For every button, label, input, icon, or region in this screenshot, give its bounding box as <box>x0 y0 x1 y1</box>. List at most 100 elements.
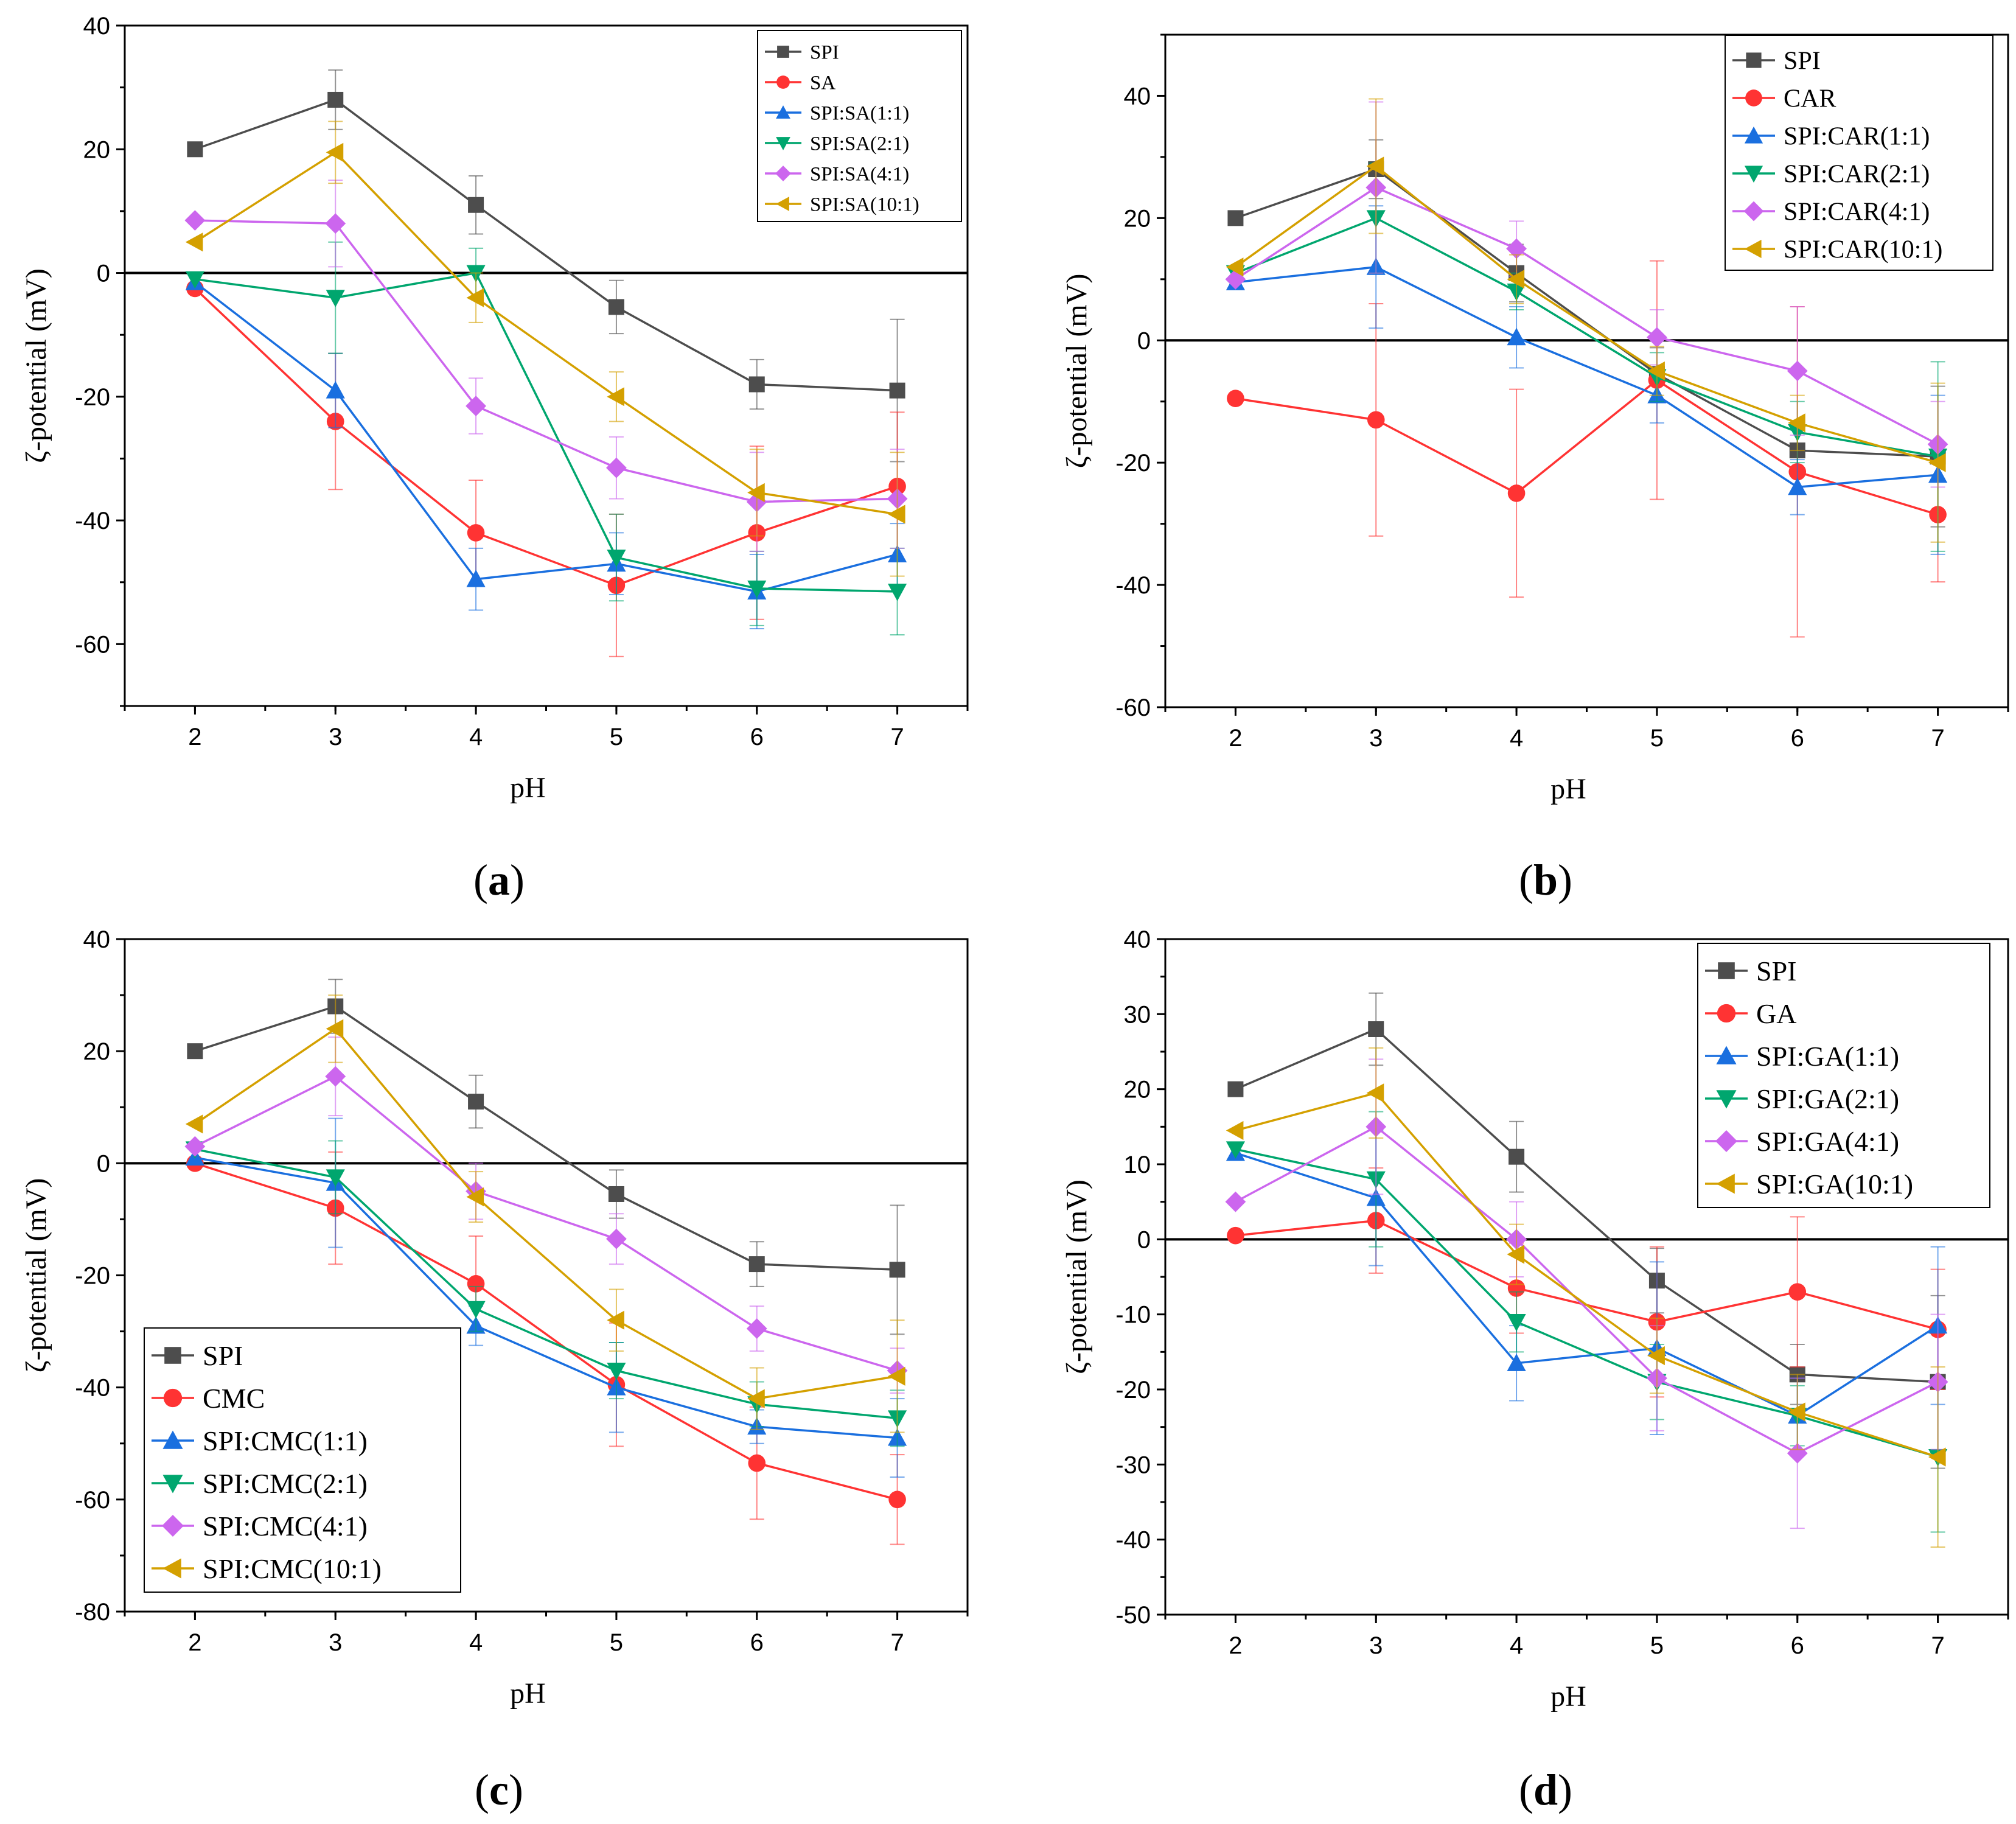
series-line <box>1235 217 1938 458</box>
legend-marker <box>1743 201 1764 222</box>
legend: SPI CMC SPI:CMC(1:1) SPI:CMC(2:1) SPI:CMC(4:… <box>144 1327 461 1593</box>
legend-marker <box>777 46 789 58</box>
data-point <box>1227 1081 1244 1097</box>
legend-label: SA <box>810 72 835 94</box>
data-point <box>606 457 627 478</box>
series-line <box>1235 379 1939 516</box>
y-tick-label: 40 <box>83 13 111 40</box>
legend-marker <box>162 1515 184 1537</box>
y-tick-label: -50 <box>1115 1602 1151 1629</box>
data-point <box>467 1275 485 1293</box>
legend-marker <box>775 166 791 181</box>
x-tick-label: 2 <box>188 1629 201 1656</box>
legend-label: SPI:GA(10:1) <box>1756 1169 1913 1200</box>
y-axis-title: ζ-potential (mV) <box>20 1178 52 1373</box>
series-line <box>1235 265 1938 489</box>
y-tick-label: -30 <box>1115 1452 1151 1478</box>
data-point <box>606 1228 627 1249</box>
data-point <box>1507 484 1526 502</box>
data-point <box>748 1454 766 1472</box>
y-tick-label: 20 <box>1124 1077 1151 1103</box>
legend-label: SPI:SA(10:1) <box>810 194 919 216</box>
x-axis-title: pH <box>1550 1680 1586 1713</box>
legend-label: SPI:SA(1:1) <box>810 103 909 125</box>
x-tick-label: 7 <box>890 724 904 750</box>
legend: SPI GA SPI:GA(1:1) SPI:GA(2:1) SPI:GA(4:1) SP… <box>1697 943 1990 1208</box>
legend: SPI SA SPI:SA(1:1) SPI:SA(2:1) SPI:SA(4:1) SP… <box>757 30 962 222</box>
data-point <box>1507 270 1525 289</box>
series-line <box>194 1162 898 1501</box>
data-point <box>184 1136 206 1157</box>
data-point <box>887 1366 905 1386</box>
x-tick-label: 3 <box>329 724 342 750</box>
data-point <box>888 1490 906 1509</box>
series-line <box>194 1005 898 1271</box>
legend-label: SPI:CAR(1:1) <box>1784 123 1930 151</box>
series-spi-cmc-10-1- <box>185 994 905 1433</box>
y-tick-label: -10 <box>1115 1302 1151 1329</box>
legend-box <box>757 30 962 222</box>
data-point <box>1506 238 1527 259</box>
legend-marker <box>164 1347 181 1364</box>
legend-marker <box>1744 166 1763 183</box>
data-point <box>1226 1120 1244 1141</box>
data-point <box>746 1318 767 1339</box>
data-point <box>1368 1021 1384 1037</box>
legend-label: SPI:CAR(10:1) <box>1784 236 1942 264</box>
y-tick-label: 30 <box>1124 1001 1151 1028</box>
panel-label: (c) <box>475 1766 523 1814</box>
legend-label: SPI:CMC(2:1) <box>203 1468 368 1499</box>
legend-marker <box>776 75 790 89</box>
y-tick-label: 40 <box>1124 83 1151 110</box>
data-point <box>607 387 624 407</box>
data-point <box>607 550 626 567</box>
data-point <box>1227 1226 1244 1245</box>
legend-label: SPI:CMC(1:1) <box>203 1425 368 1456</box>
data-point <box>1225 1191 1246 1212</box>
data-point <box>466 396 486 416</box>
data-point <box>1647 361 1665 381</box>
data-point <box>1507 327 1526 346</box>
y-axis-title: ζ-potential (mV) <box>1061 274 1093 469</box>
panel-label: (d) <box>1519 1766 1572 1814</box>
data-point <box>326 142 344 162</box>
series-line <box>195 1148 898 1420</box>
y-tick-label: -20 <box>1115 450 1151 477</box>
series-line <box>1235 1151 1939 1417</box>
legend-marker <box>1746 52 1762 68</box>
data-point <box>1788 477 1807 495</box>
data-point <box>326 1169 345 1187</box>
x-tick-label: 4 <box>469 724 483 750</box>
series-spi-cmc-4-1- <box>184 1036 908 1394</box>
y-tick-label: -20 <box>1115 1377 1151 1403</box>
data-point <box>1367 411 1385 429</box>
legend-label: SPI:GA(1:1) <box>1756 1041 1899 1072</box>
legend-marker <box>1717 1004 1736 1023</box>
data-point <box>468 197 484 213</box>
series-line <box>1235 1148 1939 1458</box>
series-line <box>194 281 898 593</box>
legend-label: SPI:SA(2:1) <box>810 133 909 155</box>
y-tick-label: -40 <box>75 1375 110 1402</box>
data-point <box>466 1187 484 1207</box>
data-point <box>1507 1354 1526 1371</box>
data-point <box>326 1019 344 1038</box>
data-point <box>1928 453 1946 472</box>
data-point <box>184 210 206 231</box>
y-tick-label: 20 <box>1124 205 1151 232</box>
data-point <box>185 271 205 289</box>
series-line <box>1235 186 1939 446</box>
panel-d-chart: -50 -40 -30 -20 -10 0 10 20 30 40 2 3 4 5 6 7 pH ζ-potent… <box>1061 926 2009 1814</box>
legend-label: SPI:GA(4:1) <box>1756 1126 1899 1157</box>
series-spi-car-10-1- <box>1226 98 1946 543</box>
legend-label: SPI <box>203 1340 243 1371</box>
data-point <box>887 583 907 601</box>
legend-box <box>1725 35 1993 271</box>
legend-marker <box>1715 1130 1737 1152</box>
legend-label: SPI:CMC(10:1) <box>203 1553 382 1584</box>
y-tick-label: -80 <box>75 1599 110 1626</box>
y-tick-label: -60 <box>75 1487 110 1514</box>
x-tick-label: 7 <box>890 1629 904 1656</box>
data-point <box>748 376 765 393</box>
